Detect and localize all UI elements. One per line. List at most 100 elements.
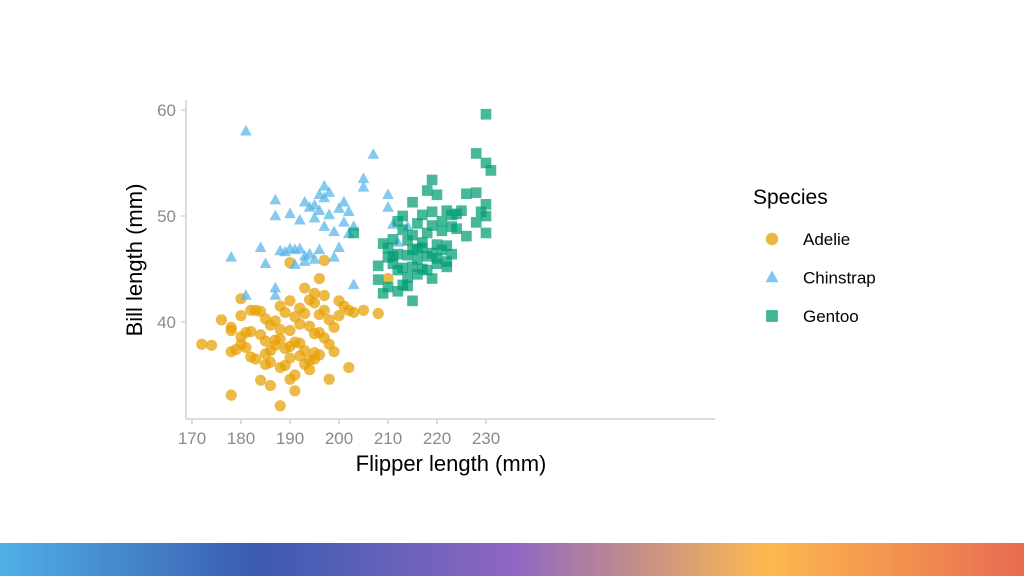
point-chinstrap [308,199,321,210]
point-chinstrap [259,257,272,268]
point-gentoo [461,188,472,200]
point-chinstrap [333,241,345,253]
point-gentoo [441,261,453,273]
legend-label: Chinstrap [803,269,876,288]
x-tick-label: 200 [325,429,353,448]
point-gentoo [480,210,492,222]
legend-label: Adelie [803,230,850,249]
point-chinstrap [357,180,370,192]
point-adelie [284,324,296,337]
point-adelie [333,310,345,322]
point-gentoo [480,199,492,210]
point-gentoo [426,220,438,231]
point-gentoo [412,254,423,265]
point-adelie [323,373,335,385]
point-chinstrap [338,195,350,207]
series-chinstrap [225,124,414,300]
point-gentoo [436,215,448,227]
point-adelie [274,400,286,412]
point-gentoo [480,157,492,169]
point-chinstrap [342,205,355,217]
point-gentoo [382,281,394,293]
point-gentoo [407,261,418,273]
point-gentoo [392,285,404,297]
x-tick-label: 190 [276,429,304,448]
legend-marker-gentoo [766,310,778,322]
point-chinstrap [313,243,326,255]
point-adelie [343,361,355,374]
point-adelie [357,304,370,316]
y-axis-ticks: 40 50 60 [157,101,186,332]
point-gentoo [407,295,418,307]
x-axis-title: Flipper length (mm) [356,451,547,476]
point-gentoo [416,209,428,221]
footer-gradient-bar [0,543,1024,576]
series-adelie [196,254,394,412]
point-chinstrap [328,250,340,262]
point-chinstrap [333,202,345,213]
point-chinstrap [240,124,252,136]
point-chinstrap [298,255,311,266]
point-adelie [196,338,208,350]
point-adelie [264,380,276,392]
point-gentoo [446,209,458,221]
point-chinstrap [269,281,282,293]
point-adelie [235,310,247,322]
point-chinstrap [240,289,252,300]
point-gentoo [436,225,448,237]
legend-item-gentoo: Gentoo [766,307,859,326]
point-gentoo [441,240,453,251]
x-tick-label: 230 [472,429,500,448]
point-adelie [255,374,267,386]
point-chinstrap [367,148,380,159]
point-gentoo [451,223,462,235]
point-chinstrap [293,242,306,254]
point-chinstrap [298,195,311,207]
y-tick-label: 40 [157,313,176,332]
point-chinstrap [328,225,340,237]
series-gentoo [348,108,497,307]
point-gentoo [416,242,428,254]
point-gentoo [480,108,492,120]
point-chinstrap [357,172,370,184]
point-adelie [264,356,276,368]
legend-label: Gentoo [803,307,859,326]
point-adelie [328,346,340,358]
point-adelie [299,282,311,294]
point-adelie [289,369,301,381]
point-adelie [215,314,227,326]
legend-title: Species [753,186,828,209]
point-adelie [372,307,384,320]
point-adelie [294,318,306,330]
point-adelie [313,272,325,285]
point-gentoo [470,148,482,159]
point-gentoo [412,218,423,229]
point-chinstrap [225,250,238,262]
point-adelie [259,335,272,347]
point-adelie [318,304,330,316]
point-chinstrap [338,215,350,227]
point-chinstrap [279,245,291,257]
y-tick-label: 60 [157,101,176,120]
point-chinstrap [269,209,282,221]
legend-item-adelie: Adelie [765,230,850,249]
point-gentoo [387,250,399,262]
point-chinstrap [269,193,282,205]
point-chinstrap [289,258,301,270]
y-tick-label: 50 [157,207,176,226]
y-axis-title: Bill length (mm) [122,184,147,337]
point-gentoo [431,189,443,201]
point-chinstrap [323,208,336,220]
point-adelie [328,321,340,333]
point-adelie [264,345,276,357]
point-gentoo [397,262,409,274]
point-adelie [225,389,237,401]
point-gentoo [392,215,404,227]
point-gentoo [446,248,458,260]
point-gentoo [402,272,413,283]
point-adelie [348,306,360,319]
point-gentoo [348,227,360,239]
point-adelie [269,315,281,327]
point-adelie [318,289,330,302]
